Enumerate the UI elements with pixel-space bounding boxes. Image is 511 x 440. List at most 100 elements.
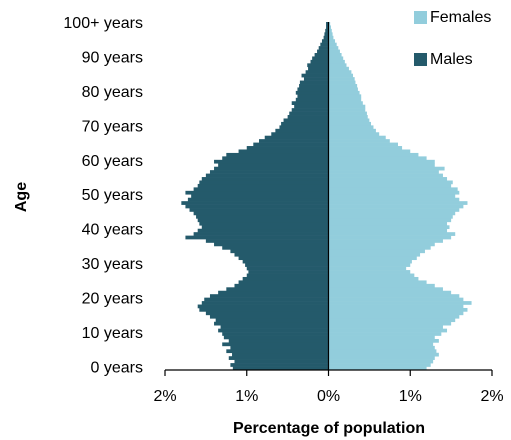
bar	[325, 28, 329, 33]
bar	[328, 276, 419, 281]
bar	[328, 287, 443, 292]
bar	[226, 287, 329, 292]
bar	[328, 208, 460, 212]
bar	[218, 163, 329, 168]
bar	[199, 221, 329, 226]
bar	[232, 366, 329, 371]
bar	[317, 49, 329, 54]
bar	[218, 290, 329, 295]
bar	[234, 359, 329, 364]
bar	[197, 218, 329, 223]
bar	[328, 214, 453, 219]
bar	[197, 304, 329, 309]
bar	[230, 249, 329, 254]
bar	[328, 204, 464, 209]
y-tick-label: 80 years	[82, 84, 143, 101]
y-axis-title: Age	[13, 182, 30, 212]
bar	[328, 125, 374, 130]
bar	[246, 273, 329, 278]
x-tick-label: 1%	[235, 388, 258, 405]
legend-label: Females	[430, 9, 491, 26]
bar	[223, 335, 329, 340]
bar	[328, 32, 333, 37]
bar	[323, 35, 329, 40]
bar	[228, 356, 329, 360]
bar	[328, 335, 435, 340]
bar	[328, 170, 439, 174]
bar	[201, 225, 329, 230]
bar	[253, 142, 329, 147]
bar	[328, 87, 358, 92]
bar	[328, 111, 367, 116]
x-tick-label: 1%	[399, 388, 422, 405]
bar	[328, 118, 370, 123]
bar	[209, 314, 329, 319]
bar	[328, 201, 468, 205]
bar	[209, 170, 329, 174]
bar	[328, 280, 427, 285]
bar	[328, 28, 332, 33]
bar	[197, 228, 329, 233]
bar	[205, 239, 329, 243]
bar	[328, 152, 419, 157]
legend-swatch	[414, 53, 427, 66]
bar	[328, 66, 349, 71]
bar	[328, 314, 460, 319]
bar	[264, 135, 329, 140]
bar	[238, 280, 329, 285]
bar	[214, 159, 329, 164]
bar	[246, 266, 329, 271]
bar	[328, 115, 368, 119]
bar	[328, 263, 411, 267]
bar	[328, 325, 443, 329]
bar	[222, 156, 329, 161]
x-tick-label: 2%	[153, 388, 176, 405]
bar	[191, 194, 329, 199]
bar	[222, 342, 329, 347]
bar	[328, 94, 362, 99]
bar	[193, 232, 329, 236]
bar	[214, 242, 329, 247]
y-tick-label: 0 years	[91, 359, 143, 376]
bar	[328, 97, 362, 102]
bar	[281, 121, 329, 126]
bar	[297, 94, 329, 99]
bar	[328, 149, 411, 154]
bar	[328, 183, 452, 188]
bar	[328, 297, 464, 302]
bar	[328, 59, 345, 64]
bar	[289, 111, 329, 116]
bar	[299, 84, 329, 88]
legend-label: Males	[430, 51, 473, 68]
bar	[242, 259, 329, 264]
bar	[318, 46, 329, 50]
bar	[324, 32, 329, 37]
bar	[328, 283, 435, 288]
bar	[214, 166, 329, 171]
bar	[328, 366, 427, 371]
bar	[328, 239, 443, 243]
bar	[328, 321, 452, 326]
bar	[226, 152, 329, 157]
bar	[328, 142, 398, 147]
bar	[307, 63, 329, 68]
bar	[328, 270, 411, 274]
bar	[299, 80, 329, 85]
bar	[234, 252, 329, 257]
bar	[328, 338, 439, 343]
bar	[328, 84, 358, 88]
bar	[328, 197, 460, 202]
bar	[328, 187, 458, 192]
y-tick-label: 20 years	[82, 291, 143, 308]
y-tick-label: 70 years	[82, 118, 143, 135]
bar	[291, 101, 329, 105]
bar	[204, 297, 329, 302]
bar	[271, 132, 329, 137]
bar	[328, 108, 366, 112]
y-tick-label: 100+ years	[63, 15, 143, 32]
bar	[328, 311, 464, 316]
bar	[328, 307, 468, 312]
bar	[314, 53, 329, 57]
bar	[310, 59, 329, 64]
